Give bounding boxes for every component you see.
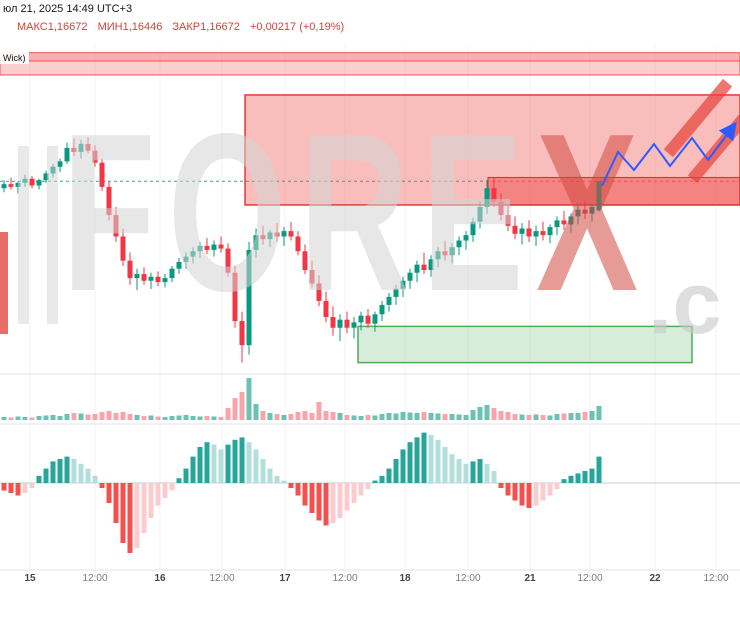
svg-text:12:00: 12:00: [455, 573, 480, 584]
forecast-zigzag-line[interactable]: [601, 121, 737, 187]
svg-text:18: 18: [399, 573, 411, 584]
ohlc-high: МАКС1,16672: [17, 21, 88, 33]
ohlc-low: МИН1,16446: [97, 21, 163, 33]
svg-text:12:00: 12:00: [82, 573, 107, 584]
svg-text:21: 21: [524, 573, 536, 584]
top-wick-band-2: [0, 60, 740, 76]
svg-text:12:00: 12:00: [577, 573, 602, 584]
ohlc-close: ЗАКР1,16672: [172, 21, 240, 33]
svg-text:12:00: 12:00: [332, 573, 357, 584]
ohlc-legend: МАКС1,16672 МИН1,16446 ЗАКР1,16672 +0,00…: [17, 21, 351, 33]
macd-histogram: [0, 432, 740, 553]
time-axis[interactable]: 15 12:00 16 12:00 17 12:00 18 12:00 21 12:00 22 12:…: [24, 573, 729, 584]
demand-zone: [357, 325, 693, 364]
zone-label-wick: Wick): [0, 52, 29, 64]
volume-histogram: [1, 378, 602, 420]
svg-text:12:00: 12:00: [703, 573, 728, 584]
candles: [1, 137, 602, 363]
svg-text:22: 22: [649, 573, 661, 584]
chart-datetime: юл 21, 2025 14:49 UTC+3: [3, 3, 133, 15]
svg-text:15: 15: [24, 573, 36, 584]
svg-text:12:00: 12:00: [209, 573, 234, 584]
ohlc-change: +0,00217 (+0,19%): [249, 21, 345, 33]
svg-text:17: 17: [279, 573, 291, 584]
svg-text:16: 16: [154, 573, 166, 584]
